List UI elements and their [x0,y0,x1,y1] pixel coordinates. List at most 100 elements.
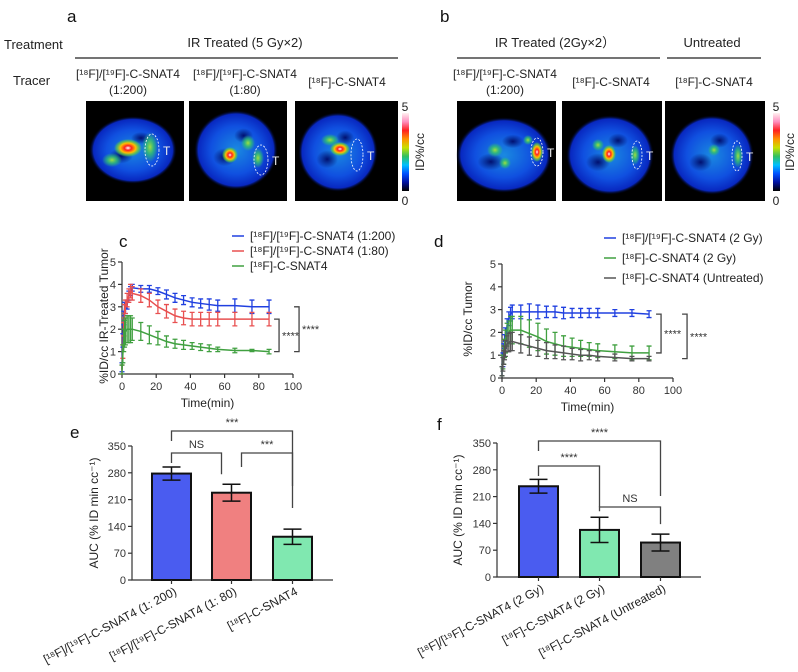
y-tick-label: 2 [490,327,496,339]
significance-label: *** [261,439,275,451]
pet-mid-signal [592,139,604,151]
pet-mid-signal [252,148,264,168]
pet-mid-signal [733,144,743,168]
error-bar [529,478,548,494]
y-tick-label: 350 [108,441,126,453]
pet-image-2: T [189,101,287,201]
error-bar [162,466,181,481]
tumor-roi-outline [253,144,269,176]
error-bar [222,483,241,502]
x-tick-label: 0 [499,385,505,397]
significance-bracket [537,465,601,508]
y-tick-label: 5 [490,259,496,271]
y-tick-label: 2 [110,324,116,336]
x-tick-label: 80 [633,385,645,397]
colorbar-b: 5 0 ID%/cc [773,100,797,208]
pet-low-signal [477,153,504,171]
error-bar [590,516,609,544]
y-tick-label: 140 [108,521,126,533]
y-axis-label: AUC (% ID min cc⁻¹) [451,454,465,565]
tracer-b2-line1: [¹⁸F]-C-SNAT4 [572,75,650,89]
significance-label: **** [560,452,578,464]
error-bar [651,533,670,552]
significance-bracket [682,313,688,360]
tumor-roi-outline [144,133,160,167]
tumor-roi-outline [731,140,743,172]
pet-mid-signal [499,157,511,169]
series-line [121,328,270,370]
significance-bracket [656,313,662,354]
pet-low-signal [336,130,355,145]
x-tick-label: 20 [150,381,162,393]
group-title-b2: Untreated [683,35,740,50]
colorbar-max: 5 [402,100,409,114]
series-line [121,289,270,370]
bar [211,491,252,581]
pet-mid-signal [241,135,255,151]
tumor-roi-label: T [163,144,171,158]
tracer-a2-line1: [¹⁸F]/[¹⁹F]-C-SNAT4 [193,67,297,81]
tumor-roi-label: T [646,149,654,163]
panel-label-c: c [119,232,128,251]
y-tick-label: 280 [108,468,126,480]
series-2 [499,315,652,377]
tumor-roi-label: T [746,150,754,164]
x-tick-label: 0 [119,381,125,393]
y-tick-label: 350 [473,438,491,450]
tracer-row-label: Tracer [13,73,51,88]
x-tick-label: 100 [664,385,682,397]
y-tick-label: 1 [490,350,496,362]
tumor-roi-label: T [272,154,280,168]
x-tick-label: 60 [598,385,610,397]
panel-label-b: b [440,7,449,26]
y-tick-label: 4 [490,282,496,294]
pet-low-signal [689,153,712,172]
tumor-roi-outline [631,140,643,170]
y-tick-label: 0 [490,373,496,385]
significance-bracket [240,452,294,508]
significance-label: NS [622,493,637,505]
x-tick-label: 40 [184,381,196,393]
y-tick-label: 5 [110,257,116,269]
pet-mid-signal [321,134,339,146]
legend-label: [¹⁸F]/[¹⁹F]-C-SNAT4 (2 Gy) [622,231,763,245]
pet-mid-signal [142,132,158,162]
legend-label: [¹⁸F]/[¹⁹F]-C-SNAT4 (1:80) [250,244,389,258]
y-tick-label: 0 [485,572,491,584]
chart-d: 0 1 2 3 4 5 0 20 40 60 80 100 Time(min) %ID/cc Tumor [… [461,231,764,414]
error-bar [283,528,302,546]
pet-hot-spot [222,147,238,163]
x-tick-label: 40 [564,385,576,397]
bar [518,485,559,578]
series-3 [499,331,652,377]
series-line [121,286,270,368]
treatment-row-label: Treatment [4,37,63,52]
colorbar-gradient [402,113,409,191]
tracer-b1-line1: [¹⁸F]/[¹⁹F]-C-SNAT4 [453,67,557,81]
y-tick-label: 140 [473,518,491,530]
series-2 [119,283,272,375]
x-category-label: [¹⁸F]-C-SNAT4 (2 Gy) [500,581,607,647]
colorbar-min: 0 [402,194,409,208]
pet-image-3: T [295,101,398,201]
y-tick-label: 210 [108,495,126,507]
series-line [501,329,650,372]
tracer-a1-line1: [¹⁸F]/[¹⁹F]-C-SNAT4 [76,67,180,81]
pet-mid-signal [487,143,503,157]
panel-label-e: e [70,423,79,442]
significance-label: NS [189,439,204,451]
tracer-a2-line2: (1:80) [229,83,260,97]
significance-bracket [274,318,280,353]
pet-low-signal [501,134,524,149]
legend-label: [¹⁸F]-C-SNAT4 [250,259,328,273]
series-line [501,340,650,372]
y-tick-label: 70 [479,545,491,557]
legend-label: [¹⁸F]-C-SNAT4 (2 Gy) [622,251,736,265]
y-axis-label: %ID/cc IR-Treated Tumor [97,248,111,384]
pet-mid-signal [523,135,533,145]
significance-label: **** [282,330,300,342]
pet-mid-signal [708,144,720,156]
